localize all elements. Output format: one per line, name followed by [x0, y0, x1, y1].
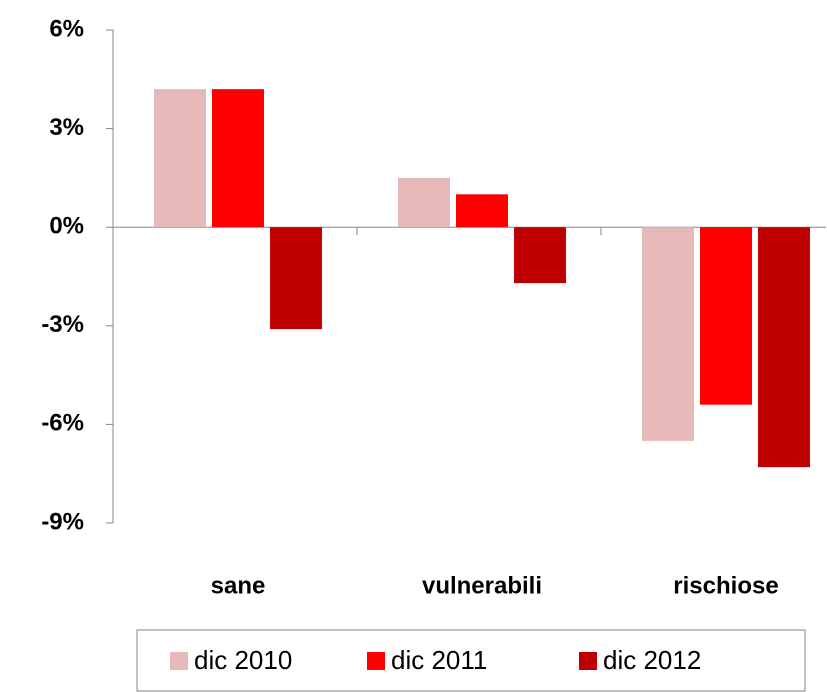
bar [514, 227, 566, 284]
y-tick-label: -3% [41, 311, 84, 338]
bar [758, 227, 810, 468]
legend-swatch [579, 652, 597, 670]
y-tick-label: 3% [49, 114, 84, 141]
y-tick-label: 6% [49, 15, 84, 42]
x-tick-label: vulnerabili [422, 572, 542, 599]
bar [398, 177, 450, 228]
bar [456, 194, 508, 228]
y-tick-label: 0% [49, 213, 84, 240]
legend-label: dic 2011 [391, 645, 487, 675]
bar [212, 89, 264, 228]
bar [642, 227, 694, 441]
legend-swatch [170, 652, 188, 670]
y-tick-label: -6% [41, 410, 84, 437]
legend-swatch [367, 652, 385, 670]
bar [154, 89, 206, 228]
legend-label: dic 2010 [194, 645, 292, 675]
bar [700, 227, 752, 405]
x-tick-label: sane [211, 572, 266, 599]
legend-box [136, 629, 806, 692]
x-tick-label: rischiose [673, 572, 778, 599]
bar [270, 227, 322, 330]
legend-label: dic 2012 [603, 645, 701, 675]
y-tick-label: -9% [41, 508, 84, 535]
